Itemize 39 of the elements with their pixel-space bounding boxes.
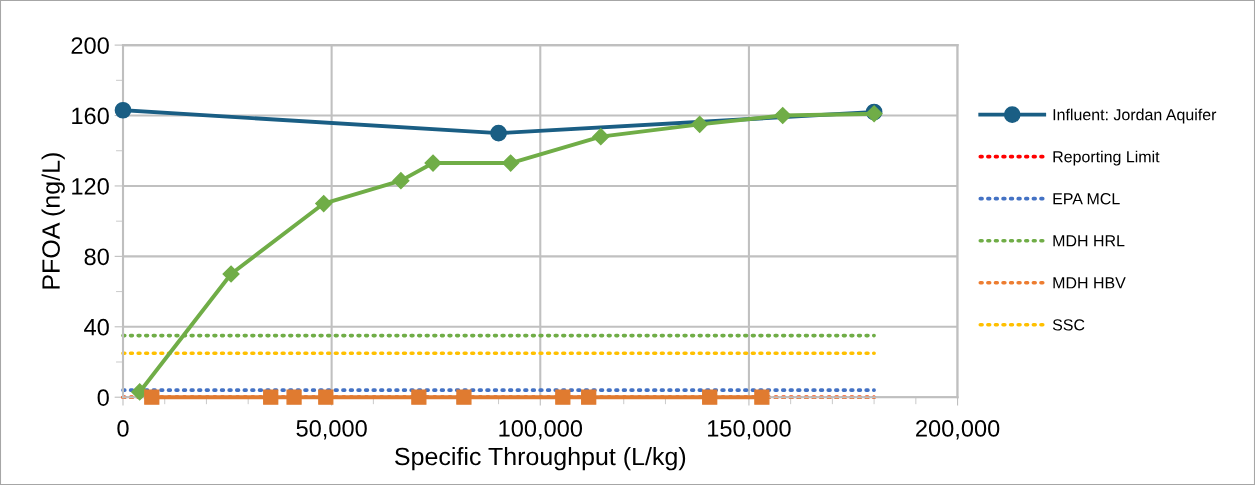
point (691, 115, 709, 133)
point (774, 106, 792, 125)
legend-label: Reporting Limit (1053, 150, 1160, 166)
point (592, 128, 610, 146)
legend-label: SSC (1052, 319, 1085, 331)
point (490, 124, 507, 142)
point (502, 154, 520, 172)
y-tick-label: 120 (72, 178, 109, 195)
legend-label: MDH HRL (1053, 235, 1125, 247)
point (318, 389, 334, 405)
x-tick-label: 200,000 (916, 420, 1000, 440)
y-tick-label: 80 (84, 248, 109, 266)
point (263, 389, 279, 405)
point (456, 389, 472, 405)
x-tick-label: 50,000 (296, 420, 367, 440)
point (754, 389, 770, 405)
y-tick-label: 0 (97, 389, 109, 406)
legend-label: EPA MCL (1053, 193, 1120, 205)
legend-label: Influent: Jordan Aquifer (1053, 108, 1217, 124)
point (392, 172, 410, 190)
y-tick-label: 200 (71, 37, 109, 54)
point (144, 389, 160, 405)
y-axis-title: PFOA (ng/L) (41, 153, 65, 289)
point (581, 389, 597, 405)
x-axis-title: Specific Throughput (L/kg) (395, 447, 686, 471)
point (114, 101, 132, 119)
y-tick-label: 40 (84, 318, 109, 336)
point (555, 389, 571, 405)
legend-label: MDH HBV (1053, 277, 1126, 289)
y-tick-label: 160 (72, 107, 109, 125)
x-tick-label: 150,000 (708, 420, 791, 440)
point (702, 389, 718, 405)
point (222, 265, 240, 283)
point (411, 389, 427, 405)
point (286, 389, 302, 405)
x-tick-label: 0 (117, 420, 129, 437)
point (315, 195, 333, 213)
x-tick-label: 100,000 (499, 420, 583, 440)
point (424, 154, 442, 172)
